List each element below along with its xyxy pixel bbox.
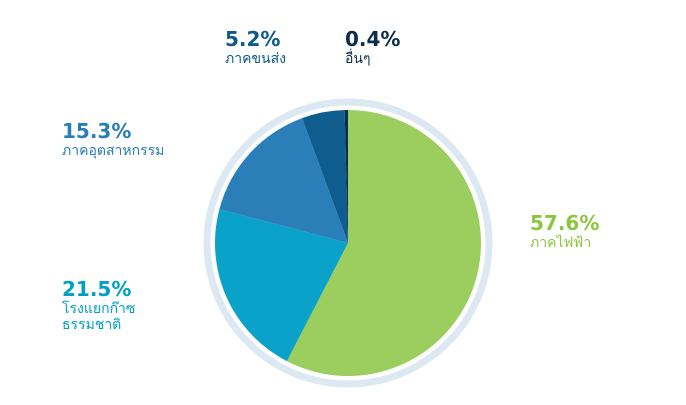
category-label: อื่นๆ [345,51,371,67]
slice-label: 57.6% ภาคไฟฟ้า [530,211,600,252]
category-label: ภาคไฟฟ้า [530,235,592,251]
pie-slice [219,118,348,243]
slice-label: 15.3% ภาคอุตสาหกรรม [62,119,165,160]
slice-label: 5.2% ภาคขนส่ง [225,27,286,68]
outer-ring [203,98,493,388]
value-label: 15.3% [62,119,132,143]
value-label: 21.5% [62,277,132,301]
value-label: 5.2% [225,27,281,51]
pie-slice [286,110,481,376]
pie-slice [302,110,348,244]
category-label: ภาคขนส่ง [225,51,286,67]
pie-slice [215,209,348,362]
slice-label: 21.5% โรงแยกก๊าซ ธรรมชาติ [62,277,136,334]
slice-label: 0.4% อื่นๆ [345,27,401,68]
category-label: โรงแยกก๊าซ ธรรมชาติ [62,301,136,334]
value-label: 57.6% [530,211,600,235]
value-label: 0.4% [345,27,401,51]
category-label: ภาคอุตสาหกรรม [62,143,165,159]
pie-slice [344,110,348,243]
